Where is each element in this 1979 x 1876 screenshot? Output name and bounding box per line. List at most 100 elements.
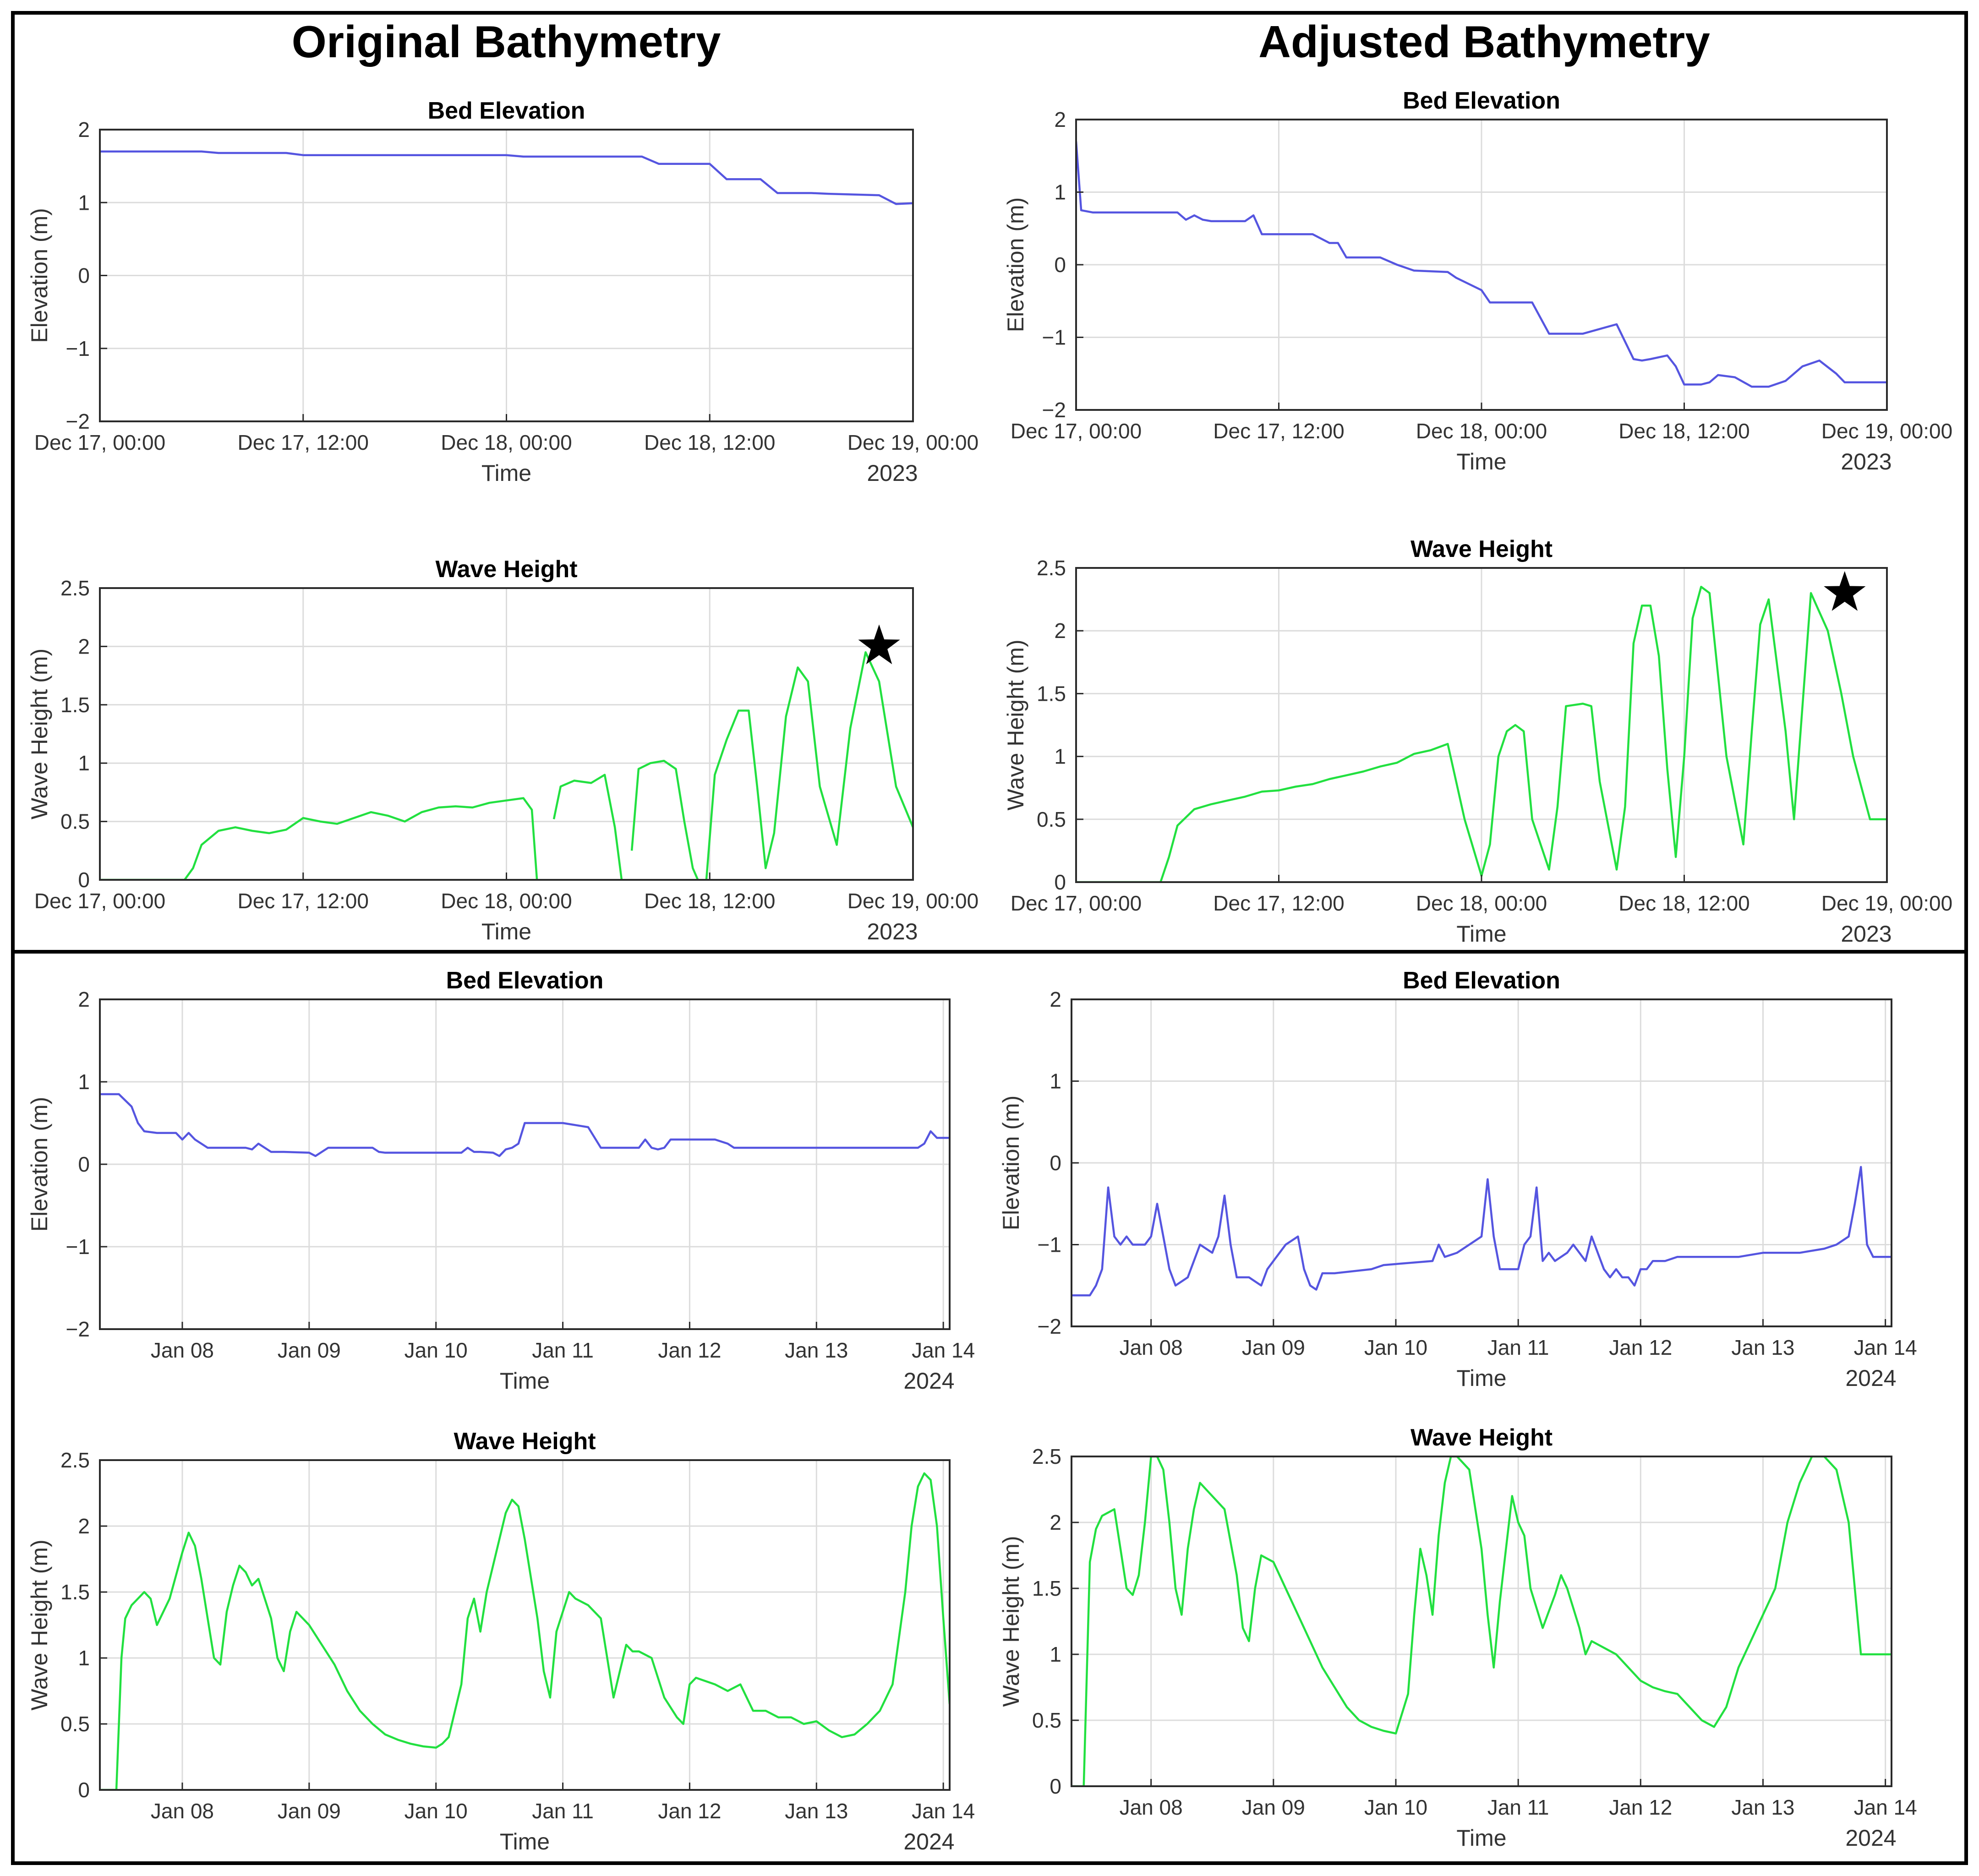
y-tick-label: 2 xyxy=(1054,108,1066,131)
left-header: Original Bathymetry xyxy=(292,16,721,67)
x-tick-label: Dec 17, 00:00 xyxy=(34,431,165,454)
x-tick-label: Jan 12 xyxy=(658,1338,721,1362)
y-tick-label: −2 xyxy=(1038,1314,1061,1338)
plot-area xyxy=(100,1460,950,1790)
y-tick-label: 1.5 xyxy=(60,693,90,717)
y-tick-label: 0.5 xyxy=(1037,807,1066,831)
series-line-1 xyxy=(1076,141,1887,388)
chart-title: Bed Elevation xyxy=(446,967,604,994)
plot-frame xyxy=(99,1459,951,1791)
y-tick-label: 1 xyxy=(78,751,90,775)
series-line-1 xyxy=(100,797,538,880)
y-tick-label: 2.5 xyxy=(60,1448,90,1472)
y-tick-label: 2 xyxy=(78,634,90,658)
y-axis-label: Elevation (m) xyxy=(998,1096,1024,1231)
x-tick-label: Jan 14 xyxy=(1854,1795,1917,1819)
y-tick-label: 1.5 xyxy=(1037,682,1066,705)
x-tick-label: Jan 08 xyxy=(1120,1336,1183,1359)
x-tick-label: Jan 12 xyxy=(1609,1795,1672,1819)
x-tick-label: Jan 13 xyxy=(1731,1795,1794,1819)
x-tick-label: Dec 18, 00:00 xyxy=(1416,419,1547,443)
chart-adj-jan-elev: Jan 08 Jan 09 Jan 10 Jan 11 Jan 12 Jan 13 Jan … xyxy=(998,967,1917,1391)
y-tick-label: 2.5 xyxy=(1032,1445,1061,1468)
x-tick-label: Jan 10 xyxy=(405,1338,468,1362)
x-axis-label: Time xyxy=(500,1368,550,1394)
x-tick-label: Dec 18, 12:00 xyxy=(644,889,775,913)
y-tick-label: 0 xyxy=(1054,253,1066,277)
x-tick-label: Jan 08 xyxy=(1120,1795,1183,1819)
year-label: 2024 xyxy=(903,1368,954,1394)
y-tick-label: 1 xyxy=(78,1646,90,1670)
chart-orig-dec-wave: Dec 17, 00:00 Dec 17, 12:00 Dec 18, 00:00 D… xyxy=(27,556,979,944)
x-tick-label: Jan 08 xyxy=(151,1799,214,1823)
x-tick-label: Jan 10 xyxy=(1364,1795,1427,1819)
y-tick-label: 0 xyxy=(1050,1774,1061,1798)
x-tick-label: Jan 14 xyxy=(1854,1336,1917,1359)
y-tick-label: 2 xyxy=(1054,619,1066,643)
y-axis-label: Elevation (m) xyxy=(27,1097,52,1232)
plot-frame xyxy=(1071,1456,1892,1787)
x-axis-label: Time xyxy=(1456,921,1506,947)
x-tick-label: Dec 17, 12:00 xyxy=(238,889,369,913)
x-tick-label: Jan 09 xyxy=(278,1799,341,1823)
y-tick-label: 0.5 xyxy=(1032,1708,1061,1732)
x-tick-label: Dec 17, 12:00 xyxy=(238,431,369,454)
year-label: 2023 xyxy=(867,919,918,944)
right-header: Adjusted Bathymetry xyxy=(1258,16,1710,67)
star-marker xyxy=(1824,571,1866,611)
series-line-4 xyxy=(705,651,913,880)
x-tick-label: Jan 10 xyxy=(1364,1336,1427,1359)
year-label: 2023 xyxy=(867,460,918,486)
x-tick-label: Dec 17, 00:00 xyxy=(1011,891,1142,915)
x-tick-label: Jan 11 xyxy=(1487,1336,1549,1359)
y-tick-label: 1.5 xyxy=(60,1580,90,1604)
y-tick-label: 0 xyxy=(78,1778,90,1802)
x-tick-label: Dec 17, 12:00 xyxy=(1213,419,1344,443)
series-line-1 xyxy=(100,150,913,205)
chart-title: Wave Height xyxy=(1410,536,1553,562)
chart-title: Wave Height xyxy=(435,556,577,583)
y-tick-label: −1 xyxy=(1042,326,1066,349)
y-tick-label: −1 xyxy=(1038,1233,1061,1257)
x-tick-label: Dec 19, 00:00 xyxy=(847,889,979,913)
chart-adj-dec-wave: Dec 17, 00:00 Dec 17, 12:00 Dec 18, 00:00 D… xyxy=(1003,536,1952,947)
chart-orig-jan-elev: Jan 08 Jan 09 Jan 10 Jan 11 Jan 12 Jan 13 Jan … xyxy=(27,967,975,1394)
y-tick-label: −2 xyxy=(66,409,90,433)
y-tick-label: 2 xyxy=(1050,1511,1061,1534)
y-tick-label: 1 xyxy=(1054,180,1066,204)
chart-title: Wave Height xyxy=(1410,1424,1553,1451)
y-tick-label: 2 xyxy=(1050,987,1061,1011)
y-tick-label: 2 xyxy=(78,1514,90,1538)
year-label: 2023 xyxy=(1841,921,1892,947)
x-tick-label: Dec 18, 12:00 xyxy=(1618,891,1749,915)
y-tick-label: 0 xyxy=(78,1152,90,1176)
year-label: 2024 xyxy=(1845,1825,1896,1851)
y-tick-label: 1 xyxy=(1050,1642,1061,1666)
y-tick-label: 0.5 xyxy=(60,810,90,834)
y-tick-label: 1 xyxy=(78,1070,90,1094)
x-tick-label: Jan 11 xyxy=(532,1338,594,1362)
x-tick-label: Dec 17, 00:00 xyxy=(1011,419,1142,443)
y-tick-label: 0.5 xyxy=(60,1712,90,1736)
x-tick-label: Jan 14 xyxy=(912,1799,975,1823)
x-tick-label: Dec 19, 00:00 xyxy=(847,431,979,454)
x-tick-label: Dec 19, 00:00 xyxy=(1821,891,1952,915)
y-tick-label: 0 xyxy=(78,264,90,288)
x-tick-label: Jan 13 xyxy=(1731,1336,1794,1359)
series-line-3 xyxy=(630,759,699,880)
chart-adj-dec-elev: Dec 17, 00:00 Dec 17, 12:00 Dec 18, 00:00 D… xyxy=(1003,87,1952,474)
chart-orig-jan-wave: Jan 08 Jan 09 Jan 10 Jan 11 Jan 12 Jan 13 Jan … xyxy=(27,1428,975,1854)
chart-adj-jan-wave: Jan 08 Jan 09 Jan 10 Jan 11 Jan 12 Jan 13 Jan … xyxy=(998,1424,1917,1851)
outer-frame xyxy=(11,11,1968,1865)
year-label: 2024 xyxy=(1845,1365,1896,1391)
series-line-1 xyxy=(100,1472,950,1790)
y-tick-label: −2 xyxy=(66,1317,90,1341)
x-tick-label: Dec 18, 00:00 xyxy=(1416,891,1547,915)
x-tick-label: Jan 13 xyxy=(785,1799,848,1823)
x-tick-label: Jan 14 xyxy=(912,1338,975,1362)
x-tick-label: Dec 18, 00:00 xyxy=(441,431,572,454)
y-tick-label: 2.5 xyxy=(1037,556,1066,580)
x-tick-label: Dec 17, 12:00 xyxy=(1213,891,1344,915)
y-tick-label: 0 xyxy=(78,868,90,892)
y-tick-label: −1 xyxy=(66,1235,90,1259)
